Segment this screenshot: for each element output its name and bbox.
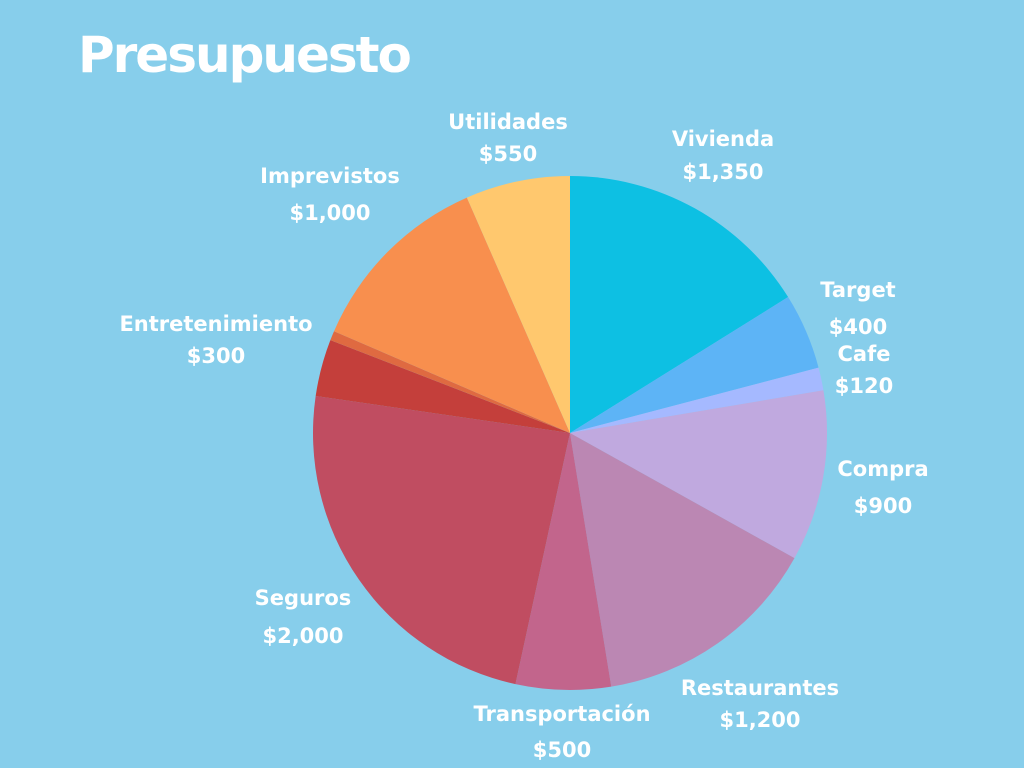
slice-label-entretenimiento: Entretenimiento (119, 312, 312, 336)
pie-slice-entretenimiento (315, 340, 570, 433)
pie-slice-vivienda (570, 176, 789, 433)
slice-value-seguros: $2,000 (262, 624, 343, 648)
pie-slice-target (570, 297, 819, 433)
slice-label-utilidades: Utilidades (448, 110, 568, 134)
pie-slice-cafe (570, 367, 824, 433)
pie-slice-seguros (313, 395, 570, 685)
page-title: Presupuesto (78, 26, 412, 84)
slice-label-compra: Compra (837, 457, 928, 481)
slice-value-entretenimiento: $300 (187, 344, 245, 368)
slice-value-imprevistos: $1,000 (289, 201, 370, 225)
slice-label-cafe: Cafe (838, 342, 891, 366)
pie-slice-utilidades (466, 176, 570, 433)
slice-label-restaurantes: Restaurantes (681, 676, 839, 700)
slice-value-compra: $900 (854, 494, 912, 518)
slice-label-imprevistos: Imprevistos (260, 164, 400, 188)
slice-value-utilidades: $550 (479, 142, 537, 166)
slice-label-seguros: Seguros (255, 586, 352, 610)
pie-slice-restaurantes (570, 433, 795, 687)
pie-slice-transportacion (515, 433, 612, 691)
pie-slice-unlabeled (330, 331, 570, 433)
slice-value-restaurantes: $1,200 (719, 708, 800, 732)
slice-label-target: Target (820, 278, 895, 302)
slice-value-transportacion: $500 (533, 738, 591, 762)
pie-slice-imprevistos (334, 197, 570, 433)
slice-label-vivienda: Vivienda (672, 127, 774, 151)
slice-label-transportacion: Transportación (473, 702, 650, 726)
pie-slice-compra (570, 390, 827, 559)
slice-value-vivienda: $1,350 (682, 160, 763, 184)
slice-value-target: $400 (829, 315, 887, 339)
slice-value-cafe: $120 (835, 374, 893, 398)
